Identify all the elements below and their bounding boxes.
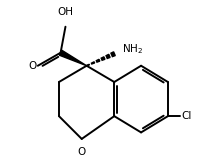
Text: Cl: Cl (182, 111, 192, 121)
Text: O: O (28, 61, 36, 71)
Polygon shape (59, 50, 87, 66)
Polygon shape (91, 62, 95, 64)
Polygon shape (101, 57, 105, 60)
Polygon shape (87, 64, 89, 66)
Text: OH: OH (57, 7, 73, 17)
Text: O: O (78, 147, 86, 157)
Polygon shape (111, 52, 115, 57)
Polygon shape (106, 54, 110, 58)
Text: NH$_2$: NH$_2$ (122, 43, 143, 56)
Polygon shape (96, 59, 100, 62)
